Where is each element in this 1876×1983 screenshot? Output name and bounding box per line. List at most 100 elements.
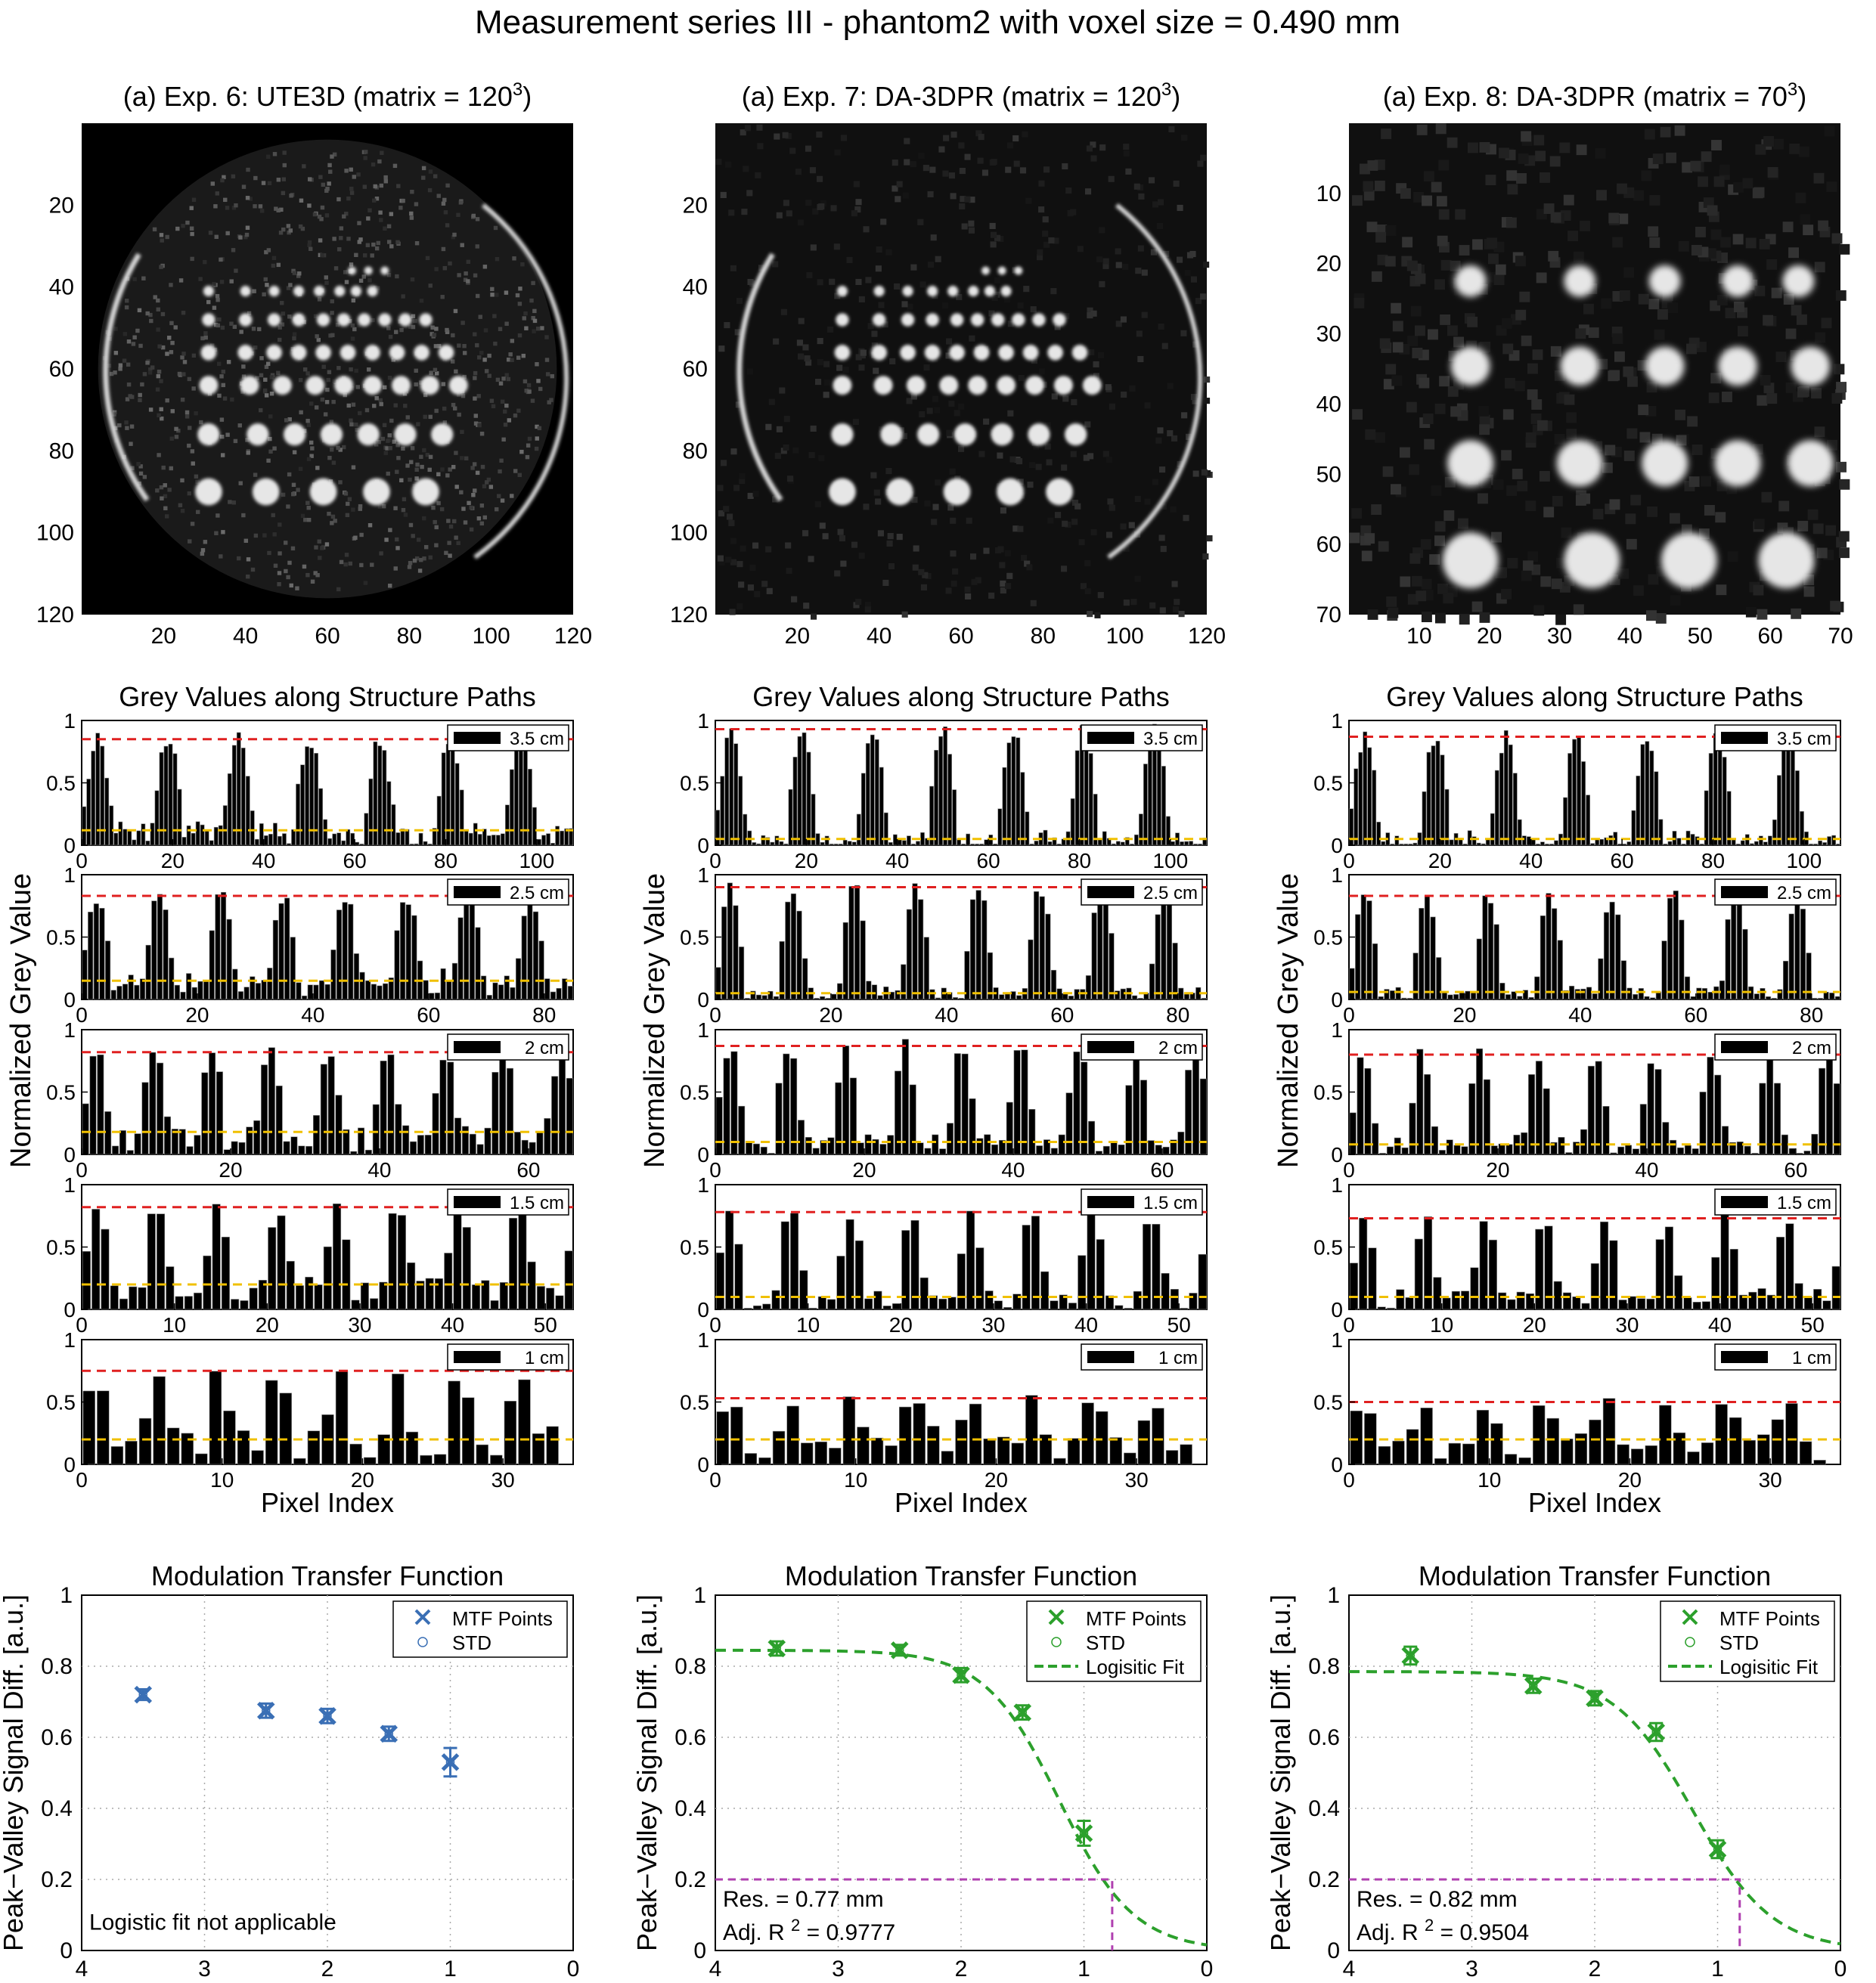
noise-pixel [1527, 363, 1538, 374]
profile-bar [1050, 969, 1057, 1000]
noise-pixel [1351, 508, 1363, 519]
profile-bar [1461, 1290, 1470, 1310]
profile-bar [758, 1457, 771, 1465]
profile-bar [1133, 1290, 1142, 1310]
noise-pixel [296, 488, 300, 492]
noise-pixel [392, 163, 398, 169]
mtf-resolution-label: Res. = 0.82 mm [1357, 1887, 1518, 1912]
profile-bar [743, 813, 748, 846]
noise-pixel [462, 343, 467, 349]
profile-bar [498, 984, 504, 1000]
profile-bar [1185, 1070, 1192, 1155]
profile-bar [212, 1204, 221, 1310]
profile-bar [335, 1371, 349, 1465]
noise-pixel [785, 542, 792, 549]
profile-xtick-label: 10 [796, 1313, 820, 1337]
noise-pixel [958, 142, 965, 149]
image-title: (a) Exp. 6: UTE3D (matrix = 1203) [123, 79, 532, 112]
profile-bar [174, 984, 180, 1000]
noise-pixel [830, 205, 837, 212]
noise-pixel [266, 458, 271, 463]
r2-pre: Adj. R [1357, 1920, 1425, 1945]
image-ytick-label: 40 [1316, 392, 1341, 417]
noise-pixel [513, 413, 518, 418]
profile-xtick-label: 0 [709, 1468, 721, 1492]
profile-bar [1096, 1239, 1105, 1310]
profile-bar [1527, 836, 1531, 846]
noise-pixel [938, 146, 945, 153]
phantom-dot [320, 423, 343, 446]
noise-pixel [1042, 216, 1049, 223]
mtf-point [134, 1685, 153, 1704]
profile-bar [882, 1306, 891, 1310]
profile-bar [767, 1153, 775, 1155]
noise-pixel [355, 427, 359, 432]
profile-bar [1569, 985, 1575, 1000]
profile-bar [1813, 844, 1818, 846]
profile-bar [860, 920, 866, 1000]
noise-pixel [321, 182, 326, 187]
noise-pixel [1385, 256, 1396, 267]
profile-bar [1692, 1148, 1699, 1155]
noise-pixel [1150, 249, 1157, 256]
profile-bar [286, 1260, 295, 1310]
noise-pixel [262, 533, 267, 538]
noise-pixel [1437, 583, 1448, 594]
profile-bar [780, 1221, 789, 1310]
noise-pixel [517, 473, 522, 477]
profile-bar [879, 1144, 887, 1155]
noise-pixel [983, 547, 990, 554]
noise-pixel [886, 540, 893, 547]
noise-pixel [1818, 220, 1829, 231]
noise-pixel [1637, 360, 1648, 371]
noise-pixel [131, 342, 136, 346]
noise-pixel [747, 584, 755, 591]
noise-pixel [422, 556, 426, 561]
noise-pixel [1803, 586, 1815, 597]
profile-bar [528, 769, 532, 846]
profile-xtick-label: 40 [441, 1313, 464, 1337]
profile-bar [1050, 1300, 1059, 1310]
profile-bar [391, 804, 396, 846]
profile-bar [1692, 1302, 1701, 1310]
noise-pixel [200, 336, 205, 341]
noise-pixel [1097, 352, 1105, 358]
profile-ytick-label: 1 [697, 1328, 709, 1352]
noise-pixel [1434, 521, 1446, 532]
noise-pixel [214, 531, 219, 535]
noise-pixel [352, 327, 357, 332]
noise-pixel [283, 541, 288, 545]
profile-bar [309, 748, 314, 846]
profile-bar [783, 1053, 790, 1155]
profile-bar [842, 839, 848, 846]
noise-pixel [427, 467, 432, 473]
mtf-xtick-label: 4 [76, 1957, 88, 1981]
noise-pixel [471, 493, 476, 497]
noise-pixel [889, 358, 896, 364]
noise-pixel [324, 542, 330, 547]
profile-bar [395, 832, 401, 846]
noise-pixel [1605, 445, 1616, 456]
profile-bar [1505, 994, 1512, 1000]
profile-bar [811, 794, 816, 846]
noise-pixel [458, 200, 464, 205]
noise-pixel [875, 498, 882, 505]
noise-pixel [176, 429, 181, 433]
noise-pixel [379, 401, 383, 407]
noise-pixel [950, 550, 957, 557]
noise-pixel [1391, 302, 1402, 314]
profile-bar [300, 764, 305, 846]
noise-pixel [367, 522, 373, 528]
noise-pixel [212, 282, 216, 287]
noise-pixel [339, 236, 343, 240]
profile-bar [1573, 1142, 1580, 1155]
noise-pixel [1178, 611, 1185, 618]
noise-pixel [346, 237, 351, 241]
noise-pixel [159, 407, 163, 412]
noise-pixel [263, 277, 268, 282]
profile-bar [400, 902, 406, 1000]
profile-bar [138, 1287, 147, 1310]
noise-pixel [780, 448, 787, 454]
noise-pixel [1633, 585, 1644, 596]
noise-pixel [1472, 239, 1483, 250]
